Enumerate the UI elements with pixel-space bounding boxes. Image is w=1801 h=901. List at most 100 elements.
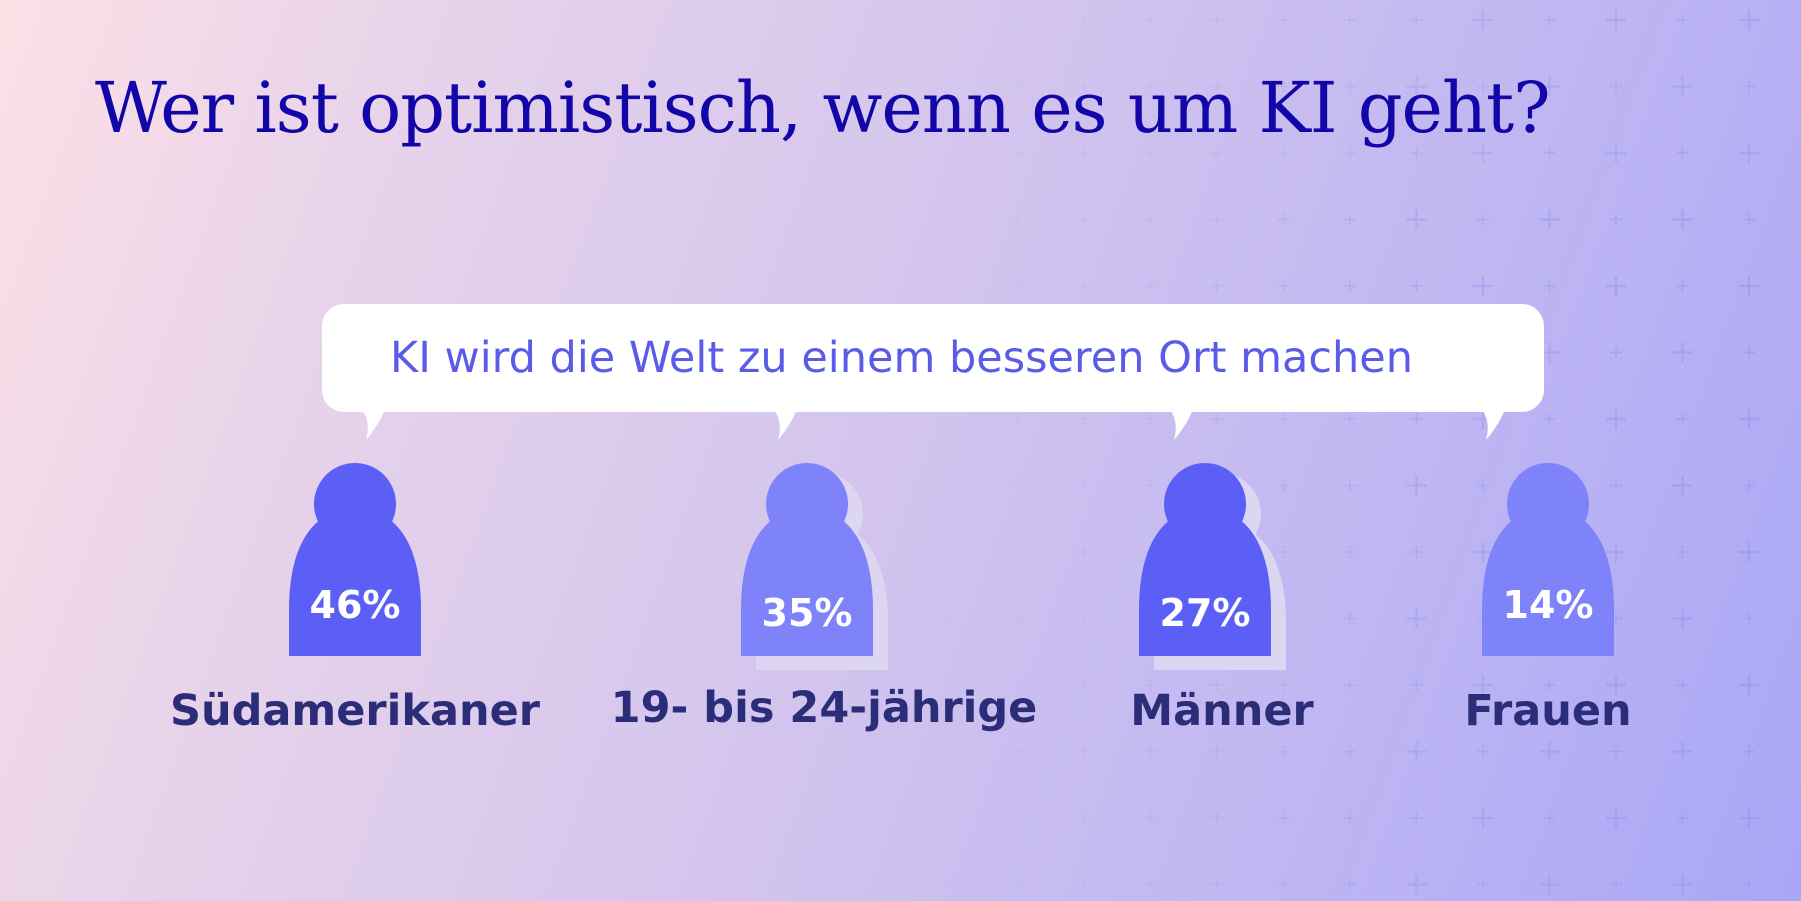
plus-decoration — [1606, 542, 1626, 562]
plus-decoration — [1211, 280, 1223, 292]
figure-head — [314, 463, 396, 545]
plus-decoration — [945, 546, 957, 558]
plus-decoration — [1211, 14, 1223, 26]
plus-decoration — [1543, 14, 1556, 26]
plus-decoration — [1011, 147, 1024, 159]
plus-decoration — [1277, 213, 1290, 226]
plus-decoration — [1743, 346, 1755, 359]
plus-decoration — [1344, 878, 1356, 891]
plus-decoration — [1277, 413, 1290, 425]
plus-decoration — [1211, 878, 1223, 891]
plus-decoration — [1606, 10, 1626, 30]
person-figure: 46% — [289, 463, 421, 656]
plus-decoration — [1743, 213, 1755, 226]
plus-decoration — [1078, 213, 1090, 226]
plus-decoration — [1672, 874, 1693, 895]
plus-decoration — [1011, 546, 1024, 558]
plus-decoration — [1144, 679, 1157, 691]
plus-decoration — [1277, 679, 1290, 691]
plus-decoration — [1473, 542, 1493, 562]
plus-decoration — [1743, 479, 1755, 492]
person-figure: 35% — [741, 463, 888, 670]
plus-decoration — [1610, 878, 1622, 891]
plus-decoration — [1277, 745, 1290, 758]
percent-value: 35% — [762, 591, 853, 635]
plus-decoration — [1410, 679, 1423, 691]
bubble-statement: KI wird die Welt zu einem besseren Ort m… — [390, 333, 1414, 383]
plus-decoration — [1011, 479, 1024, 492]
plus-decoration — [1406, 76, 1427, 97]
plus-decoration — [1672, 475, 1693, 496]
plus-decoration — [1739, 808, 1759, 828]
plus-decoration — [1011, 812, 1024, 824]
plus-decoration — [1078, 80, 1090, 93]
plus-decoration — [1743, 612, 1755, 625]
plus-decoration — [1676, 14, 1689, 26]
plus-decoration — [1078, 14, 1090, 26]
plus-decoration — [1543, 413, 1556, 425]
plus-decoration — [1410, 546, 1423, 558]
figure-head — [1507, 463, 1589, 545]
speech-bubble-tail — [1162, 402, 1196, 440]
plus-decoration — [1344, 413, 1356, 425]
plus-decoration — [1344, 745, 1356, 758]
plus-decoration — [1543, 147, 1556, 159]
plus-decoration — [1406, 608, 1427, 629]
plus-decoration — [1144, 479, 1157, 492]
plus-decoration — [1144, 745, 1157, 758]
plus-decoration — [1406, 475, 1427, 496]
plus-decoration — [1211, 745, 1223, 758]
plus-decoration — [1676, 147, 1689, 159]
plus-decoration — [1011, 612, 1024, 625]
plus-decoration — [1277, 80, 1290, 93]
plus-decoration — [1277, 812, 1290, 824]
plus-decoration — [1410, 14, 1423, 26]
figure-body — [1482, 508, 1614, 656]
plus-decoration — [1211, 812, 1223, 824]
plus-decoration — [945, 479, 957, 492]
figure-body — [741, 508, 873, 656]
plus-decoration — [945, 280, 957, 292]
plus-decoration — [1676, 812, 1689, 824]
plus-decoration — [1739, 10, 1759, 30]
plus-decoration — [1477, 479, 1489, 492]
plus-decoration — [1410, 413, 1423, 425]
speech-bubble-tail — [354, 402, 388, 440]
plus-decoration — [1410, 812, 1423, 824]
plus-decoration — [1011, 280, 1024, 292]
plus-decoration — [1078, 745, 1090, 758]
plus-decoration — [1277, 546, 1290, 558]
plus-decoration — [1410, 147, 1423, 159]
plus-decoration — [1344, 812, 1356, 824]
plus-decoration — [945, 812, 957, 824]
plus-decoration — [1277, 878, 1290, 891]
plus-decoration — [1676, 546, 1689, 558]
plus-decoration — [1606, 409, 1626, 429]
plus-decoration — [1211, 679, 1223, 691]
plus-decoration — [1543, 280, 1556, 292]
plus-decoration — [1543, 679, 1556, 691]
plus-decoration — [1676, 413, 1689, 425]
plus-decoration — [1011, 413, 1024, 425]
plus-decoration — [1344, 546, 1356, 558]
plus-decoration — [1078, 612, 1090, 625]
plus-decoration — [1676, 679, 1689, 691]
plus-decoration — [1539, 76, 1560, 97]
plus-decoration — [1344, 612, 1356, 625]
figure-head — [1164, 463, 1246, 545]
plus-decoration — [1144, 812, 1157, 824]
category-label: Männer — [1130, 686, 1314, 736]
plus-decoration — [1672, 342, 1693, 363]
plus-decoration — [1144, 147, 1157, 159]
plus-decoration — [1739, 276, 1759, 296]
plus-decoration — [1672, 76, 1693, 97]
speech-bubble: KI wird die Welt zu einem besseren Ort m… — [322, 304, 1544, 412]
plus-decoration — [945, 679, 957, 691]
plus-decoration — [1477, 878, 1489, 891]
category-label: Frauen — [1464, 686, 1632, 736]
plus-decoration — [1344, 679, 1356, 691]
figure-body — [1139, 508, 1271, 656]
percent-value: 46% — [310, 583, 401, 627]
plus-decoration — [1344, 280, 1356, 292]
plus-decoration — [1676, 280, 1689, 292]
